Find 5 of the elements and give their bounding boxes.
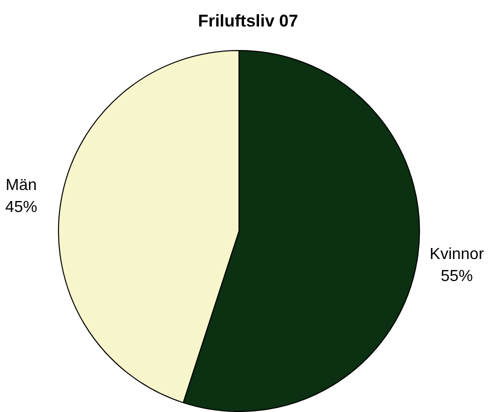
slice-label: Män bbox=[6, 176, 37, 194]
slice-label: Kvinnor bbox=[430, 246, 485, 263]
data-label: 45% bbox=[5, 198, 38, 216]
data-label: 55% bbox=[440, 268, 473, 285]
chart-title: Friluftsliv 07 bbox=[198, 12, 298, 31]
